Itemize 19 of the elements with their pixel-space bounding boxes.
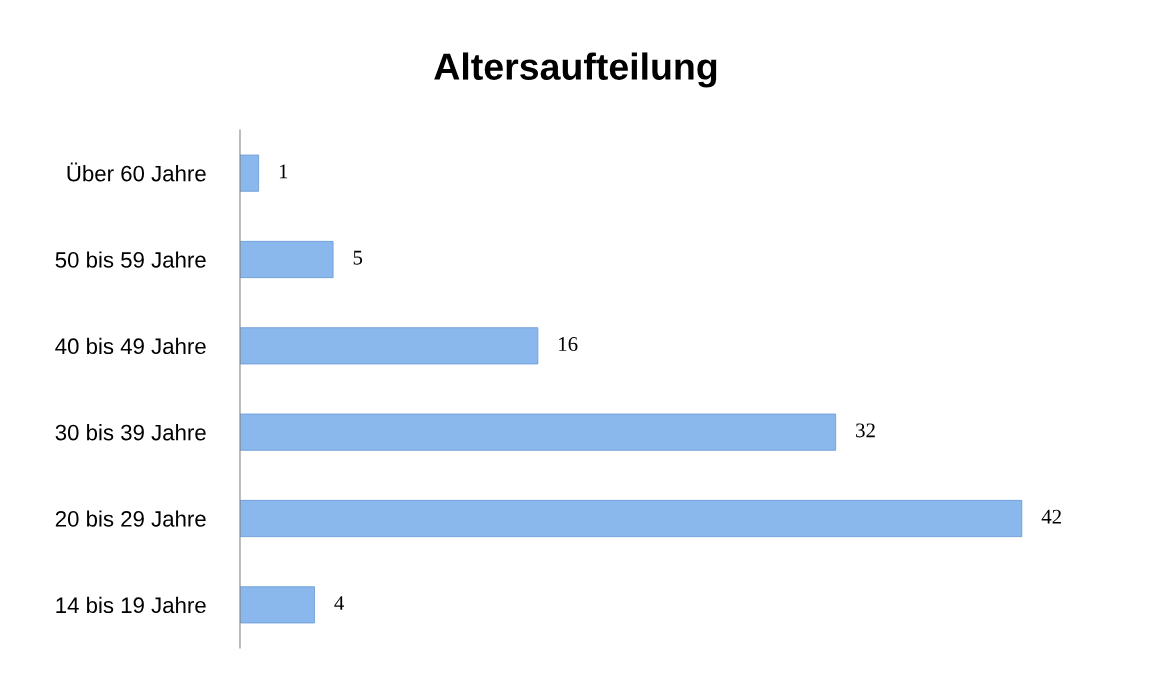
bar [240, 586, 315, 624]
bar [240, 499, 1023, 538]
y-tick-label: 40 bis 49 Jahre [55, 337, 206, 355]
bar [240, 413, 837, 451]
y-tick-label: 14 bis 19 Jahre [56, 596, 206, 614]
bar [240, 327, 539, 365]
data-label: 5 [353, 250, 363, 265]
data-label: 42 [1041, 509, 1061, 524]
y-tick-label: Über 60 Jahre [67, 162, 206, 182]
bar [240, 154, 260, 192]
data-label: 32 [856, 423, 875, 438]
chart-title: Altersaufteilung [434, 52, 717, 88]
y-tick-label: 30 bis 39 Jahre [55, 424, 206, 441]
data-label: 16 [559, 337, 578, 352]
data-label: 1 [279, 164, 288, 179]
bar [240, 240, 334, 279]
data-label: 4 [334, 596, 344, 610]
y-tick-label: 50 bis 59 Jahre [55, 251, 206, 268]
y-tick-label: 20 bis 29 Jahre [55, 510, 206, 527]
